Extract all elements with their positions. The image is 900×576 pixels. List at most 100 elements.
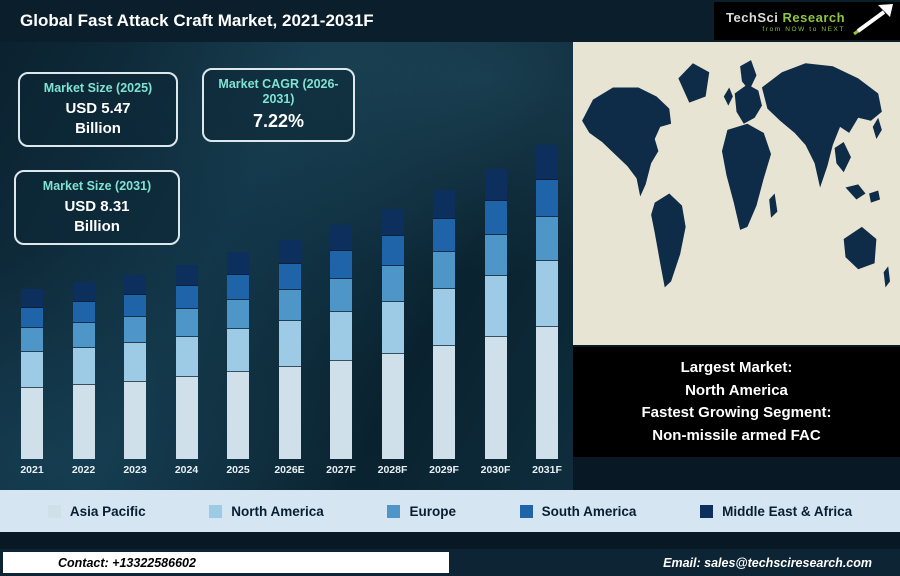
main-content: Market Size (2025) USD 5.47 Billion Mark…	[0, 42, 900, 490]
bar-segment	[175, 377, 198, 459]
bar-segment	[536, 217, 558, 262]
bar-segment	[72, 347, 95, 385]
market-size-2025-label: Market Size (2025)	[43, 81, 153, 95]
chart-zone: Market Size (2025) USD 5.47 Billion Mark…	[0, 42, 573, 490]
legend: Asia Pacific North America Europe South Ame…	[0, 490, 900, 532]
footer-bar: Contact: +13322586602 Email: sales@techs…	[0, 549, 900, 576]
footer-contact: Contact: +13322586602	[0, 549, 452, 576]
bar-segment	[433, 189, 455, 220]
bar-slot: 2031F	[529, 145, 565, 476]
bar-segment	[433, 251, 455, 290]
bar-segment	[330, 311, 352, 361]
legend-item: North America	[209, 504, 324, 519]
legend-swatch-icon	[209, 504, 223, 518]
bar-segment	[21, 351, 43, 388]
bar-segment	[484, 337, 507, 459]
bar-segment	[21, 327, 43, 352]
legend-label: North America	[231, 503, 324, 519]
bar-2025	[227, 252, 249, 459]
bar-slot: 2030F	[478, 168, 514, 476]
bar-segment	[278, 239, 301, 264]
bar-segment	[72, 384, 95, 459]
bar-segment	[227, 252, 249, 275]
market-size-2025-unit: Billion	[75, 119, 121, 137]
legend-swatch-icon	[700, 504, 714, 518]
bar-2022	[72, 282, 95, 459]
bar-slot: 2028F	[375, 208, 411, 476]
bar-segment	[278, 290, 301, 321]
bar-2030F	[484, 168, 507, 459]
bar-segment	[484, 168, 507, 201]
legend-item: Middle East & Africa	[700, 504, 852, 519]
stacked-bar-chart: 2021 2022 2023 2024 2025 2026E 2027F 2028F 2029F…	[14, 145, 565, 476]
market-cagr-box: Market CAGR (2026-2031) 7.22%	[202, 68, 355, 143]
bar-slot: 2027F	[323, 225, 359, 476]
x-axis-label: 2023	[123, 464, 147, 476]
bar-segment	[330, 225, 352, 251]
x-axis-label: 2031F	[532, 464, 562, 476]
bar-segment	[433, 346, 455, 459]
bar-segment	[175, 309, 198, 337]
bar-slot: 2023	[117, 274, 153, 476]
x-axis-label: 2022	[71, 464, 96, 476]
bar-segment	[175, 336, 198, 378]
market-note-box: Largest Market: North America Fastest Gr…	[573, 347, 900, 457]
bar-segment	[124, 343, 146, 382]
bar-segment	[278, 366, 301, 459]
bar-2027F	[330, 225, 352, 459]
legend-label: Middle East & Africa	[722, 503, 853, 519]
bar-segment	[381, 236, 404, 267]
legend-label: Asia Pacific	[69, 503, 146, 519]
bar-segment	[72, 322, 95, 348]
bar-segment	[381, 266, 404, 302]
x-axis-label: 2026E	[274, 464, 305, 476]
bar-segment	[433, 289, 455, 346]
x-axis-label: 2028F	[377, 464, 408, 476]
bar-2029F	[433, 189, 455, 459]
bar-segment	[21, 387, 43, 459]
market-size-2031-label: Market Size (2031)	[42, 179, 152, 193]
logo-name: TechSci Research	[726, 10, 845, 25]
bar-2024	[175, 264, 198, 459]
bar-segment	[536, 327, 558, 459]
bar-segment	[484, 276, 507, 337]
bar-2031F	[536, 145, 558, 459]
bar-segment	[21, 289, 43, 308]
arrow-icon	[852, 3, 894, 40]
bar-segment	[330, 360, 352, 459]
legend-item: Europe	[387, 504, 456, 519]
logo-tagline: from NOW to NEXT	[762, 25, 846, 33]
email-text: Email: sales@techsciresearch.com	[663, 555, 872, 570]
bar-2026E	[278, 239, 301, 459]
bar-slot: 2025	[220, 252, 256, 476]
bar-slot: 2024	[169, 264, 205, 476]
bar-segment	[484, 235, 507, 277]
x-axis-label: 2021	[20, 464, 44, 476]
market-size-2025-box: Market Size (2025) USD 5.47 Billion	[18, 72, 178, 147]
bar-slot: 2022	[66, 282, 102, 476]
world-map	[573, 42, 900, 345]
bar-segment	[227, 372, 249, 459]
fastest-segment-label: Fastest Growing Segment:	[641, 404, 832, 421]
market-cagr-label: Market CAGR (2026-2031)	[218, 77, 339, 106]
techsci-logo: TechSci Research from NOW to NEXT	[714, 2, 900, 40]
header-bar: Global Fast Attack Craft Market, 2021-20…	[0, 0, 900, 42]
x-axis-label: 2027F	[326, 464, 356, 476]
footer-email: Email: sales@techsciresearch.com	[452, 549, 900, 576]
legend-item: Asia Pacific	[47, 503, 146, 519]
bar-segment	[21, 307, 43, 328]
bar-segment	[278, 263, 301, 291]
bar-segment	[484, 200, 507, 236]
x-axis-label: 2030F	[480, 464, 511, 476]
bar-segment	[536, 145, 558, 180]
right-column: Largest Market: North America Fastest Gr…	[573, 42, 900, 490]
bar-2028F	[381, 208, 404, 459]
world-map-svg	[573, 42, 900, 345]
bar-2021	[21, 289, 43, 459]
largest-market-value: North America	[685, 381, 788, 399]
legend-label: South America	[541, 503, 637, 519]
market-size-2031-box: Market Size (2031) USD 8.31 Billion	[14, 170, 180, 245]
bar-segment	[124, 295, 146, 318]
x-axis-label: 2024	[174, 464, 199, 476]
